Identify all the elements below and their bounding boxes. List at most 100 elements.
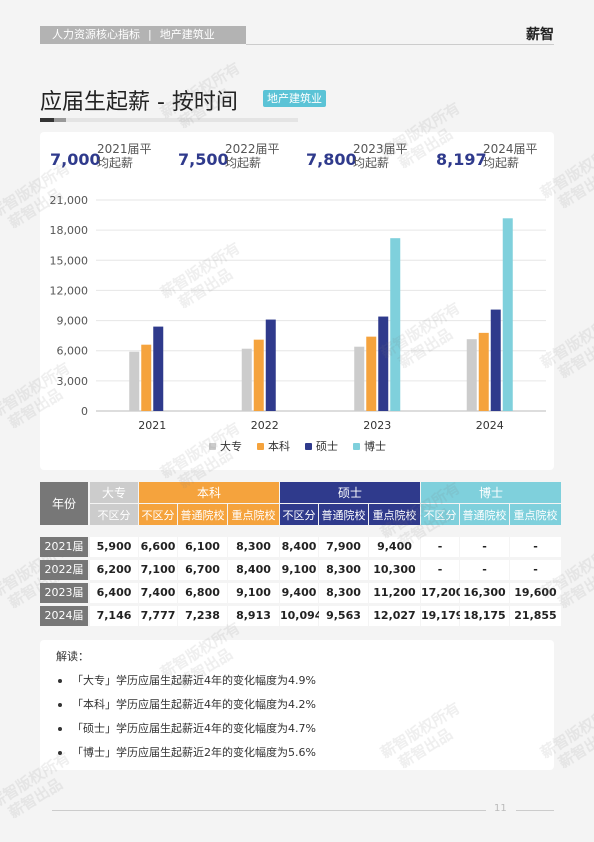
- bar-大专-2024: [466, 339, 477, 411]
- section-industry: 地产建筑业: [159, 28, 215, 41]
- notes-card: 解读： 「大专」学历应届生起薪近4年的变化幅度为4.9% 「本科」学历应届生起薪…: [40, 640, 554, 770]
- table-subheader: 普通院校: [460, 504, 509, 525]
- y-tick-label: 15,000: [50, 254, 89, 267]
- table-subheader: 重点院校: [228, 504, 279, 525]
- table-subheader: 普通院校: [319, 504, 368, 525]
- table-cell: 7,777: [139, 606, 177, 626]
- header-divider: [246, 44, 554, 45]
- section-separator: |: [148, 28, 152, 41]
- table-subheader: 不区分: [139, 504, 177, 525]
- footer-divider-right: [516, 810, 554, 811]
- table-cell: 7,100: [139, 560, 177, 580]
- x-tick-label: 2023: [363, 419, 391, 432]
- table-subheader: 重点院校: [510, 504, 561, 525]
- table-subheader: 不区分: [280, 504, 318, 525]
- table-row-label: 2023届: [40, 583, 88, 603]
- section-title: 人力资源核心指标: [52, 28, 140, 41]
- table-cell: -: [421, 560, 459, 580]
- table-row-label: 2021届: [40, 537, 88, 557]
- table-group-header: 大专: [90, 482, 138, 503]
- table-cell: 8,300: [319, 560, 368, 580]
- legend-label: 大专: [220, 439, 242, 453]
- legend-swatch: [353, 443, 360, 450]
- table-cell: 10,094: [280, 606, 322, 626]
- table-row-label: 2024届: [40, 606, 88, 626]
- table-cell: -: [460, 560, 509, 580]
- kpi-label: 2024届平均起薪: [483, 142, 538, 170]
- table-cell: 6,600: [139, 537, 177, 557]
- bar-博士-2024: [502, 218, 513, 411]
- table-cell: 18,175: [460, 606, 509, 626]
- table-cell: 9,400: [280, 583, 318, 603]
- table-group-header: 硕士: [280, 482, 420, 503]
- legend-swatch: [209, 443, 216, 450]
- table-cell: 6,800: [178, 583, 227, 603]
- note-item: 「本科」学历应届生起薪近4年的变化幅度为4.2%: [58, 696, 316, 712]
- brand-logo: 薪智: [526, 27, 554, 43]
- table-cell: 9,563: [319, 606, 368, 626]
- kpi-label: 2023届平均起薪: [353, 142, 408, 170]
- bar-大专-2022: [241, 348, 252, 411]
- table-cell: 8,300: [228, 537, 279, 557]
- table-corner-header: 年份: [40, 482, 88, 525]
- bar-本科-2023: [366, 336, 377, 411]
- kpi-label: 2021届平均起薪: [97, 142, 152, 170]
- bar-chart: 0 3,000 6,000 9,000 12,000 15,000 18,000 21,000…: [50, 194, 546, 453]
- table-row-label: 2022届: [40, 560, 88, 580]
- table-cell: -: [460, 537, 509, 557]
- kpi-value: 8,197: [436, 150, 487, 169]
- table-cell: 17,200: [421, 583, 463, 603]
- note-item: 「博士」学历应届生起薪近2年的变化幅度为5.6%: [58, 744, 316, 760]
- table-cell: 16,300: [460, 583, 509, 603]
- kpi-label: 2022届平均起薪: [225, 142, 280, 170]
- table-cell: 8,400: [228, 560, 279, 580]
- table-cell: 11,200: [369, 583, 420, 603]
- legend-swatch: [257, 443, 264, 450]
- legend-label: 本科: [268, 439, 290, 453]
- table-cell: 5,900: [90, 537, 138, 557]
- table-cell: -: [510, 560, 561, 580]
- table-cell: 7,900: [319, 537, 368, 557]
- y-tick-label: 21,000: [50, 194, 89, 207]
- table-cell: 19,600: [510, 583, 561, 603]
- table-cell: 7,146: [90, 606, 138, 626]
- x-tick-label: 2024: [476, 419, 504, 432]
- note-item: 「硕士」学历应届生起薪近4年的变化幅度为4.7%: [58, 720, 316, 736]
- bar-硕士-2022: [265, 319, 276, 411]
- industry-tag: 地产建筑业: [263, 90, 326, 107]
- table-cell: -: [421, 537, 459, 557]
- bar-本科-2022: [253, 339, 264, 411]
- table-cell: 9,400: [369, 537, 420, 557]
- table-cell: 12,027: [369, 606, 420, 626]
- bar-硕士-2024: [490, 309, 501, 411]
- bar-硕士-2021: [153, 326, 164, 411]
- table-cell: 6,100: [178, 537, 227, 557]
- title-underline: [40, 118, 298, 122]
- table-cell: 10,300: [369, 560, 420, 580]
- footer-divider: [52, 810, 486, 811]
- kpi-value: 7,800: [306, 150, 357, 169]
- y-tick-label: 18,000: [50, 224, 89, 237]
- y-tick-label: 3,000: [57, 375, 89, 388]
- table-cell: 7,238: [178, 606, 227, 626]
- kpi-value: 7,000: [50, 150, 101, 169]
- legend-label: 博士: [364, 440, 386, 453]
- y-tick-label: 9,000: [57, 315, 89, 328]
- table-subheader: 不区分: [421, 504, 459, 525]
- y-tick-label: 0: [81, 405, 88, 418]
- table-cell: 8,913: [228, 606, 279, 626]
- y-tick-label: 12,000: [50, 284, 89, 297]
- table-cell: 8,300: [319, 583, 368, 603]
- table-cell: 9,100: [228, 583, 279, 603]
- bar-本科-2021: [141, 344, 152, 411]
- kpi-value: 7,500: [178, 150, 229, 169]
- table-cell: 7,400: [139, 583, 177, 603]
- page-title: 应届生起薪 - 按时间: [40, 90, 238, 115]
- table-cell: 19,179: [421, 606, 463, 626]
- bar-硕士-2023: [378, 316, 389, 411]
- legend-label: 硕士: [316, 440, 338, 453]
- page-number: 11: [494, 803, 507, 814]
- bar-博士-2023: [390, 238, 401, 411]
- y-tick-label: 6,000: [57, 345, 89, 358]
- table-subheader: 不区分: [90, 504, 138, 525]
